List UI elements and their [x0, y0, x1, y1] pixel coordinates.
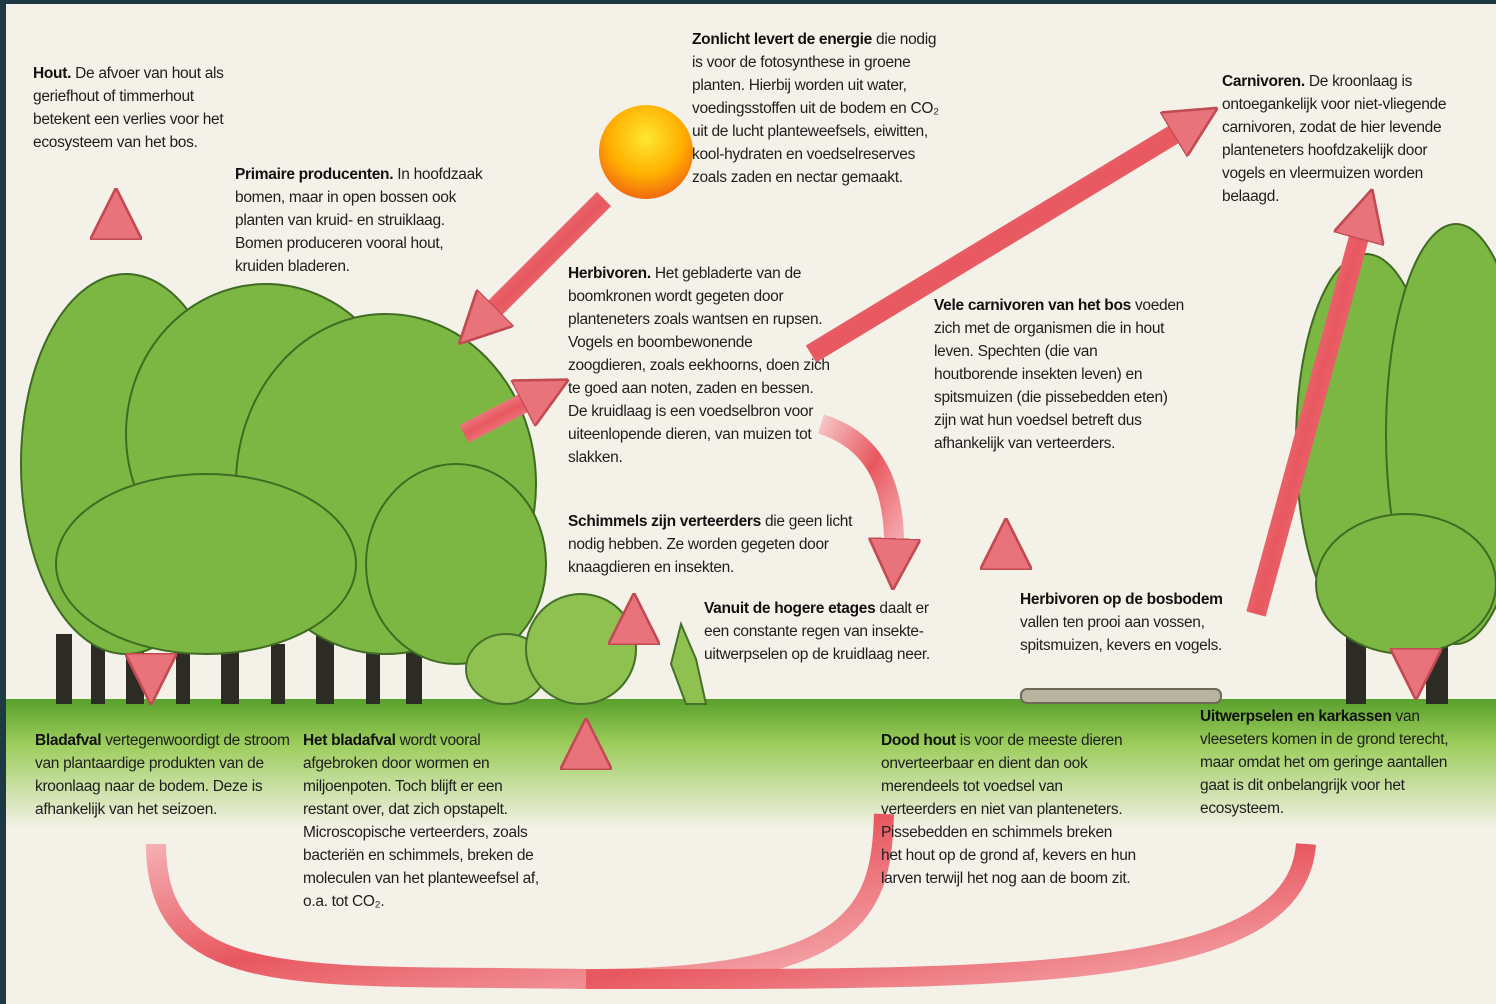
block-title: Vele carnivoren van het bos [934, 297, 1131, 314]
trees-right [1295, 223, 1496, 704]
ground [6, 699, 1496, 829]
block-text: vertegenwoordigt de stroom van plantaard… [35, 732, 290, 818]
block-text: vallen ten prooi aan vossen, spitsmuizen… [1020, 614, 1223, 654]
text-block: Zonlicht levert de energie die nodig is … [692, 28, 947, 189]
block-text: Het gebladerte van de boomkronen wordt g… [568, 265, 830, 466]
block-text: daalt er een constante regen van insekte… [704, 600, 930, 663]
block-text: voeden zich met de organismen die in hou… [934, 297, 1185, 452]
block-title: Hout. [33, 65, 72, 82]
block-text: die nodig is voor de fotosynthese in gro… [692, 31, 939, 186]
text-block: Hout. De afvoer van hout als geriefhout … [33, 62, 253, 154]
block-text: die geen licht nodig hebben. Ze worden g… [568, 513, 853, 576]
block-title: Herbivoren op de bosbodem [1020, 591, 1223, 608]
text-block: Herbivoren. Het gebladerte van de boomkr… [568, 262, 830, 469]
block-text: De afvoer van hout als geriefhout of tim… [33, 65, 224, 151]
block-title: Dood hout [881, 732, 956, 749]
trees-left [20, 273, 547, 704]
text-block: Schimmels zijn verteerders die geen lich… [568, 510, 863, 579]
block-title: Primaire producenten. [235, 166, 394, 183]
arrows [116, 124, 1416, 990]
block-title: Herbivoren. [568, 265, 651, 282]
dead-logs [1020, 688, 1222, 704]
block-title: Bladafval [35, 732, 102, 749]
block-title: Vanuit de hogere etages [704, 600, 876, 617]
text-block: Primaire producenten. In hoofdzaak bomen… [235, 163, 485, 278]
block-title: Zonlicht levert de energie [692, 31, 872, 48]
text-block: Vele carnivoren van het bos voeden zich … [934, 294, 1184, 455]
block-text: De kroonlaag is ontoegankelijk voor niet… [1222, 73, 1447, 205]
text-block: Het bladafval wordt vooral afgebroken do… [303, 729, 543, 913]
text-block: Carnivoren. De kroonlaag is ontoegankeli… [1222, 70, 1462, 208]
sun [599, 105, 693, 199]
text-block: Vanuit de hogere etages daalt er een con… [704, 597, 939, 666]
text-block: Herbivoren op de bosbodem vallen ten pro… [1020, 588, 1255, 657]
block-text: In hoofdzaak bomen, maar in open bossen … [235, 166, 483, 275]
text-block: Uitwerpselen en karkassen van vleeseters… [1200, 705, 1465, 820]
block-title: Het bladafval [303, 732, 396, 749]
block-title: Carnivoren. [1222, 73, 1305, 90]
block-text: van vleeseters komen in de grond terecht… [1200, 708, 1449, 817]
block-text: is voor de meeste dieren onverteerbaar e… [881, 732, 1136, 887]
text-block: Dood hout is voor de meeste dieren onver… [881, 729, 1136, 890]
diagram: Hout. De afvoer van hout als geriefhout … [6, 4, 1496, 1004]
block-title: Uitwerpselen en karkassen [1200, 708, 1392, 725]
block-title: Schimmels zijn verteerders [568, 513, 761, 530]
illustration [6, 105, 1496, 990]
text-block: Bladafval vertegenwoordigt de stroom van… [35, 729, 290, 821]
block-text: wordt vooral afgebroken door wormen en m… [303, 732, 539, 910]
